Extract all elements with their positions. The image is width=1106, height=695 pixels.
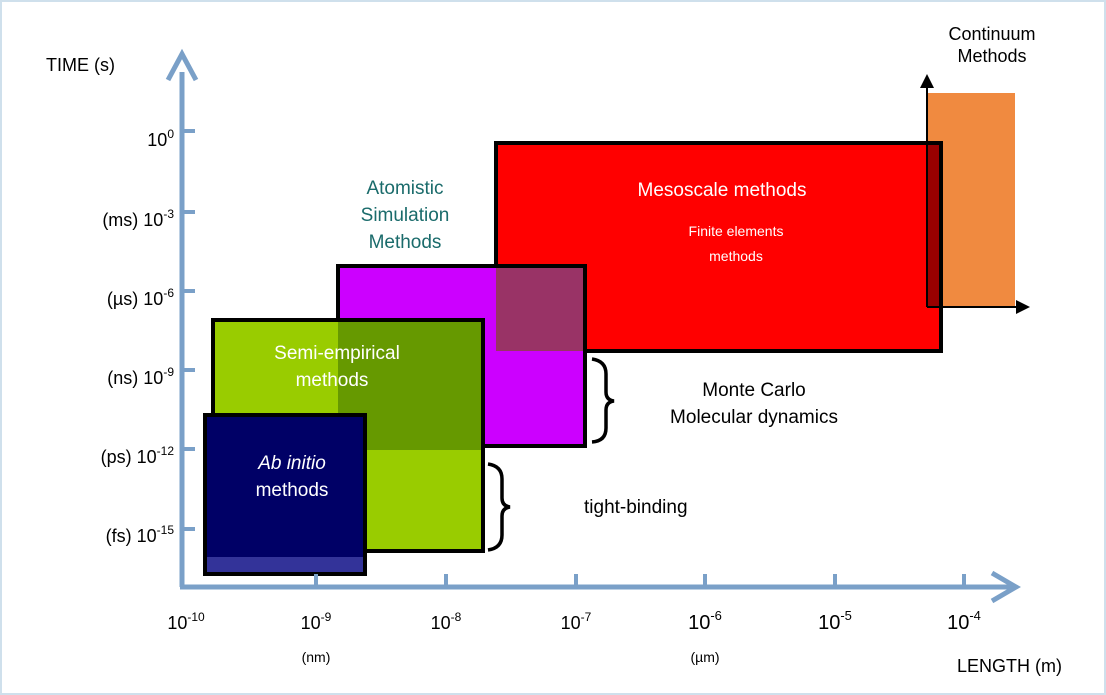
x-unit-label-um: (µm): [690, 649, 719, 665]
x-tick-label: 10-4: [947, 608, 981, 634]
tight-binding-label: tight-binding: [584, 497, 688, 518]
meso-continuum-overlap: [927, 145, 939, 307]
semi-empirical-label: Semi-empirical: [274, 343, 400, 364]
ab-initio-label: Ab initio: [257, 453, 326, 474]
x-tick-label: 10-6: [688, 608, 722, 634]
y-axis-arrowhead: [165, 48, 199, 82]
atomistic-label: Atomistic: [366, 178, 443, 199]
x-axis-title: LENGTH (m): [957, 656, 1062, 676]
y-axis-title: TIME (s): [46, 55, 115, 75]
y-tick-marks: [182, 129, 195, 531]
semi-empirical-label: methods: [296, 370, 369, 391]
atomistic-meso-overlap: [496, 268, 583, 351]
y-tick-label: (µs) 10-6: [107, 286, 174, 309]
continuum-horizontal-arrowhead: [1016, 300, 1030, 314]
ab-initio-label: methods: [256, 480, 329, 501]
mesoscale-title: Mesoscale methods: [638, 180, 807, 201]
md-brace: [591, 357, 615, 444]
molecular-dynamics-label: Molecular dynamics: [670, 407, 838, 428]
continuum-label: Methods: [957, 46, 1026, 66]
monte-carlo-label: Monte Carlo: [702, 380, 806, 401]
ab-initio-region: [203, 413, 367, 576]
x-tick-label: 10-10: [167, 610, 205, 633]
y-tick-label: (ns) 10-9: [107, 365, 174, 388]
atomistic-label: Simulation: [361, 205, 450, 226]
atomistic-label: Methods: [369, 232, 442, 253]
continuum-vertical-arrowhead: [920, 74, 934, 88]
ab-initio-bottom-strip: [207, 557, 363, 572]
x-tick-label: 10-7: [561, 610, 592, 633]
y-tick-label: (ps) 10-12: [101, 444, 175, 467]
y-tick-label: 100: [147, 127, 174, 150]
tb-brace: [487, 462, 511, 552]
y-tick-label: (ms) 10-3: [102, 207, 174, 230]
x-axis-arrowhead: [990, 570, 1021, 604]
x-tick-label: 10-8: [431, 610, 462, 633]
x-tick-label: 10-9: [301, 610, 332, 633]
continuum-label: Continuum: [948, 24, 1035, 44]
x-tick-label: 10-5: [818, 608, 852, 634]
x-unit-label-nm: (nm): [302, 649, 331, 665]
y-tick-label: (fs) 10-15: [106, 523, 175, 546]
mesoscale-subtitle: methods: [709, 248, 763, 264]
mesoscale-subtitle: Finite elements: [689, 223, 784, 239]
x-tick-marks: [314, 574, 966, 587]
